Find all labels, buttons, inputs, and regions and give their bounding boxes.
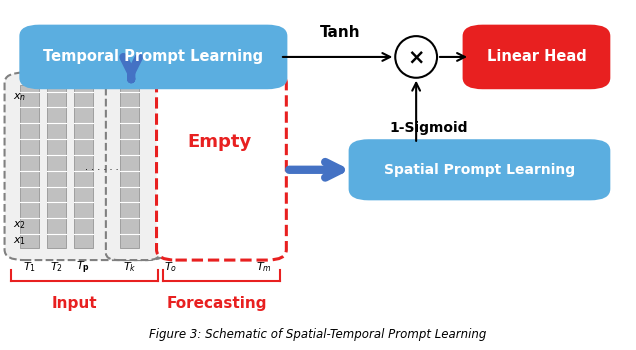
FancyBboxPatch shape (20, 26, 286, 88)
Text: $T_o$: $T_o$ (165, 260, 177, 274)
Text: $T_m$: $T_m$ (256, 260, 272, 274)
Text: Tanh: Tanh (320, 25, 361, 40)
FancyBboxPatch shape (74, 85, 93, 248)
FancyBboxPatch shape (106, 72, 160, 260)
Text: 1-Sigmoid: 1-Sigmoid (390, 121, 468, 135)
Text: $x_1$: $x_1$ (13, 235, 26, 247)
FancyBboxPatch shape (156, 72, 286, 260)
Text: Forecasting: Forecasting (167, 296, 267, 311)
Text: $T_k$: $T_k$ (123, 260, 137, 274)
Text: Linear Head: Linear Head (487, 49, 586, 64)
Ellipse shape (395, 36, 437, 78)
Text: $T_\mathbf{p}$: $T_\mathbf{p}$ (76, 260, 90, 276)
Text: Empty: Empty (188, 133, 252, 151)
Text: $T_1$: $T_1$ (24, 260, 36, 274)
Text: ×: × (408, 47, 425, 67)
FancyBboxPatch shape (20, 85, 39, 248)
Text: Figure 3: Schematic of Spatial-Temporal Prompt Learning: Figure 3: Schematic of Spatial-Temporal … (149, 328, 487, 341)
FancyBboxPatch shape (120, 85, 139, 248)
Text: Input: Input (52, 296, 97, 311)
Text: · · · · · ·: · · · · · · (85, 165, 118, 175)
FancyBboxPatch shape (4, 72, 166, 260)
Text: $T_2$: $T_2$ (50, 260, 63, 274)
Text: $x_n$: $x_n$ (13, 91, 26, 103)
Text: Temporal Prompt Learning: Temporal Prompt Learning (43, 49, 263, 64)
FancyBboxPatch shape (47, 85, 66, 248)
Text: $x_2$: $x_2$ (13, 219, 26, 231)
FancyBboxPatch shape (464, 26, 609, 88)
Text: Spatial Prompt Learning: Spatial Prompt Learning (384, 163, 575, 177)
FancyBboxPatch shape (350, 140, 609, 199)
